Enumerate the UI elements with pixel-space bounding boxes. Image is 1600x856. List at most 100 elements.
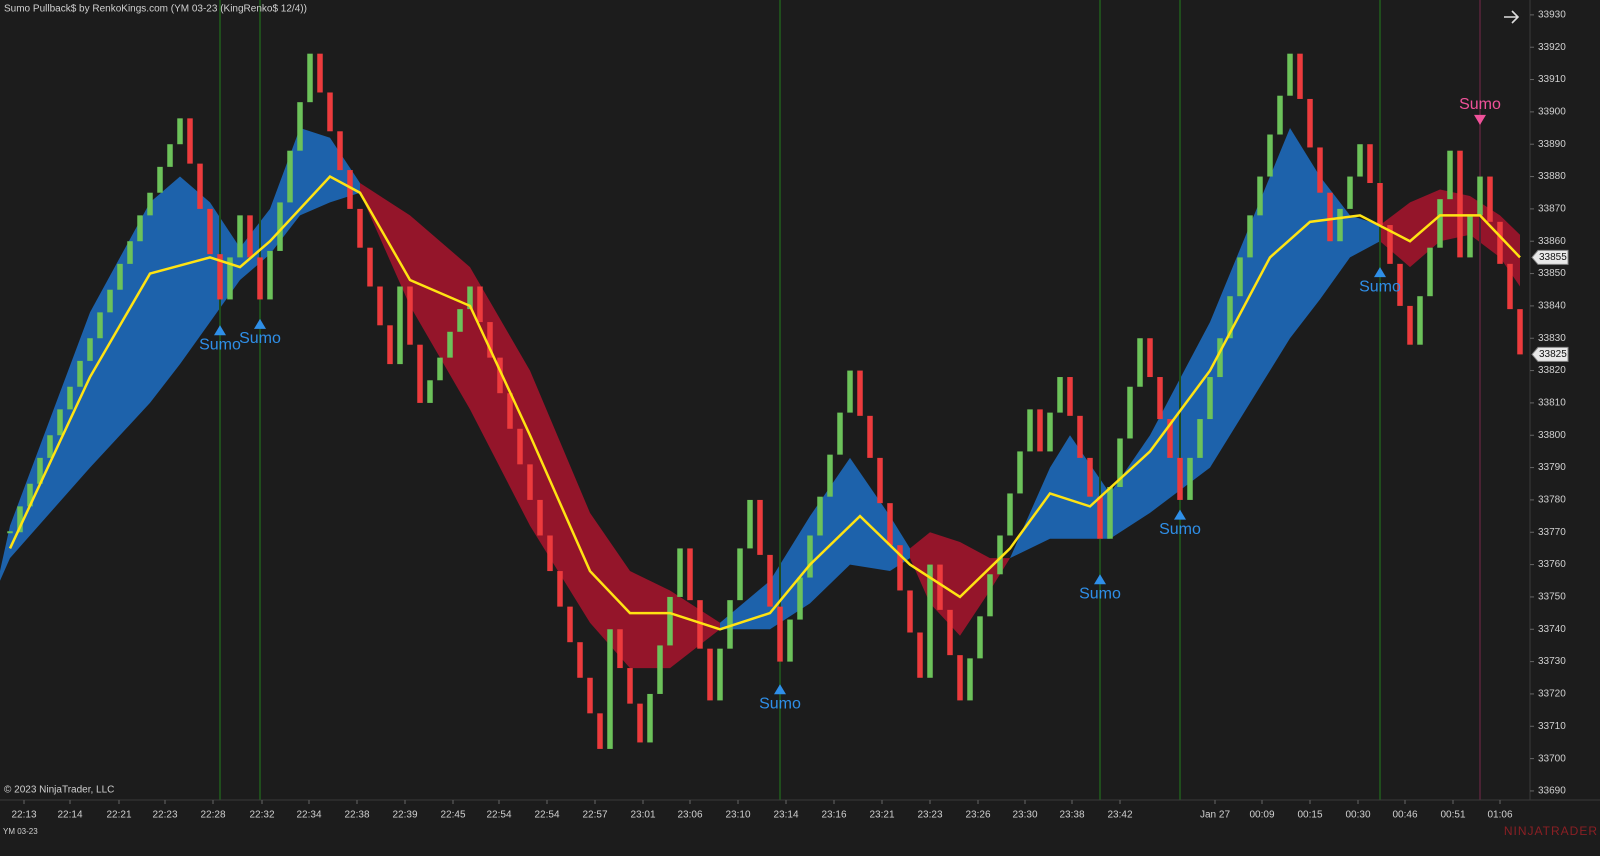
signal-arrow <box>1094 574 1106 585</box>
brick <box>1047 412 1053 452</box>
brick <box>927 564 933 678</box>
y-tick-label: 33750 <box>1538 592 1566 603</box>
brick <box>547 535 553 572</box>
x-tick-label: 22:57 <box>582 810 607 821</box>
brick <box>687 548 693 601</box>
y-tick-label: 33720 <box>1538 689 1566 700</box>
brick <box>1497 221 1503 264</box>
brick <box>237 215 243 258</box>
brick <box>447 331 453 358</box>
arrow-icon[interactable] <box>1504 10 1520 24</box>
brick <box>37 457 43 484</box>
brick <box>497 357 503 394</box>
brick <box>1487 176 1493 222</box>
brick <box>277 202 283 251</box>
brick <box>1277 95 1283 135</box>
brick <box>477 286 483 323</box>
brick <box>167 144 173 167</box>
brick <box>617 629 623 669</box>
y-tick-label: 33900 <box>1538 107 1566 118</box>
brick <box>677 548 683 597</box>
signal-label: Sumo <box>1459 96 1501 113</box>
brick <box>1357 144 1363 177</box>
brick <box>137 215 143 242</box>
x-tick-label: 22:54 <box>486 810 511 821</box>
y-tick-label: 33770 <box>1538 527 1566 538</box>
brick <box>1077 415 1083 458</box>
brick <box>1217 338 1223 378</box>
brick <box>707 648 713 701</box>
brick <box>1327 192 1333 242</box>
brick <box>1367 144 1373 184</box>
brick <box>77 360 83 387</box>
signal-label: Sumo <box>1359 278 1401 295</box>
brick <box>1387 225 1393 264</box>
brick <box>697 600 703 649</box>
x-tick-label: 23:21 <box>869 810 894 821</box>
signal-arrow <box>214 325 226 336</box>
brick <box>907 590 913 633</box>
brick <box>987 574 993 617</box>
brick <box>67 386 73 410</box>
brick <box>1437 199 1443 248</box>
brick <box>367 247 373 287</box>
brick <box>427 380 433 403</box>
brick <box>1187 457 1193 500</box>
brick <box>207 208 213 255</box>
brick <box>467 286 473 310</box>
brick <box>1087 457 1093 497</box>
brick <box>157 166 163 193</box>
x-tick-label: 00:09 <box>1249 810 1274 821</box>
x-tick-label: 23:10 <box>725 810 750 821</box>
y-tick-label: 33820 <box>1538 365 1566 376</box>
brick <box>847 370 853 413</box>
brick <box>227 257 233 300</box>
brick <box>1287 53 1293 96</box>
brick <box>197 163 203 209</box>
brick <box>397 286 403 365</box>
brick <box>1067 377 1073 416</box>
y-tick-label: 33760 <box>1538 559 1566 570</box>
brick <box>147 192 153 216</box>
brick <box>1377 183 1383 226</box>
brick <box>177 118 183 145</box>
brick <box>767 554 773 607</box>
signal-lines <box>219 0 1481 800</box>
y-tick-label: 33840 <box>1538 301 1566 312</box>
price-marker-label: 33825 <box>1539 349 1567 360</box>
x-tick-label: 00:15 <box>1297 810 1322 821</box>
brick <box>807 535 813 578</box>
y-tick-label: 33860 <box>1538 236 1566 247</box>
menu-arrow[interactable] <box>1504 10 1520 24</box>
price-marker-label: 33855 <box>1539 252 1567 263</box>
brick <box>587 677 593 714</box>
brick <box>377 286 383 326</box>
x-tick-label: 23:38 <box>1059 810 1084 821</box>
brick <box>1007 493 1013 536</box>
band <box>1010 128 1380 559</box>
brand: NINJATRADER <box>1504 824 1598 838</box>
brick <box>1297 53 1303 99</box>
brick <box>337 131 343 171</box>
brick <box>127 241 133 264</box>
x-tick-label: 22:38 <box>344 810 369 821</box>
brick <box>307 53 313 103</box>
brick <box>257 257 263 300</box>
signal-arrow <box>1174 509 1186 520</box>
brick <box>487 322 493 358</box>
brick <box>297 102 303 151</box>
signal-arrow <box>254 318 266 329</box>
brick <box>777 606 783 662</box>
x-tick-label: 22:32 <box>249 810 274 821</box>
brick <box>747 499 753 549</box>
brick <box>527 464 533 500</box>
brick <box>887 503 893 546</box>
y-tick-label: 33850 <box>1538 268 1566 279</box>
y-tick-label: 33830 <box>1538 333 1566 344</box>
signal-arrow <box>1474 114 1486 125</box>
y-tick-label: 33810 <box>1538 398 1566 409</box>
signal-label: Sumo <box>1079 586 1121 603</box>
brick <box>1237 257 1243 297</box>
